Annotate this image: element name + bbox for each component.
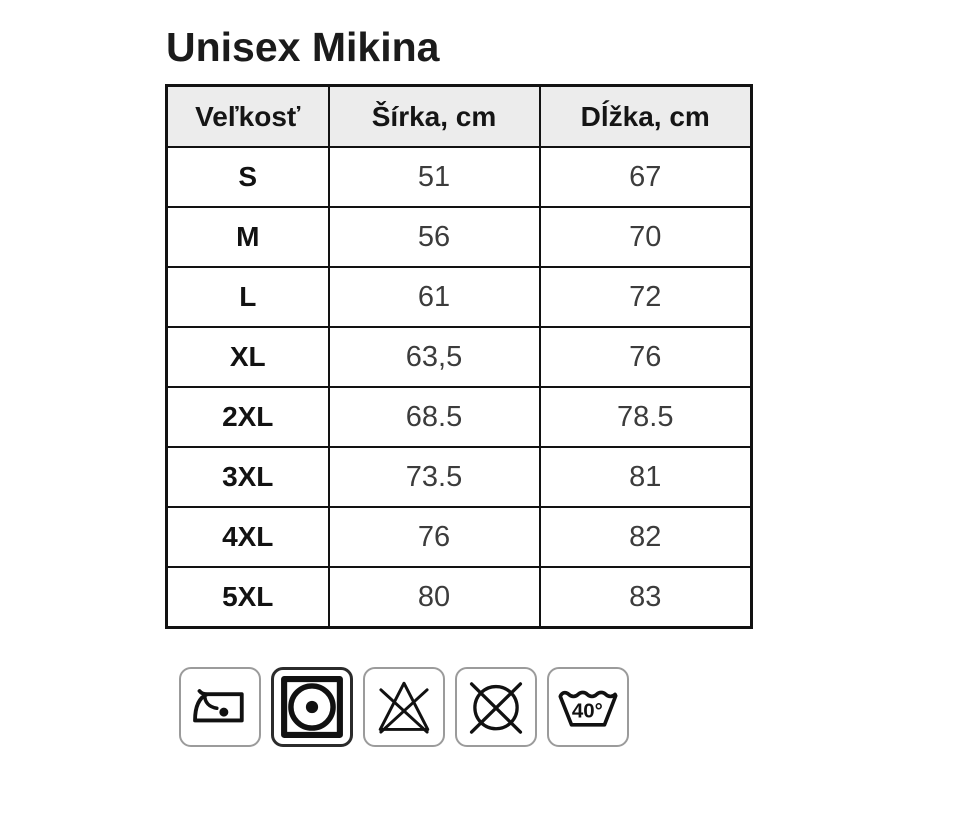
- table-row: 5XL 80 83: [165, 566, 753, 629]
- table-row: M 56 70: [165, 206, 753, 268]
- length-cell: 72: [538, 266, 753, 328]
- table-header-row: Veľkosť Šírka, cm Dĺžka, cm: [165, 84, 753, 148]
- length-cell: 82: [538, 506, 753, 568]
- size-cell: 5XL: [165, 566, 330, 629]
- length-cell: 76: [538, 326, 753, 388]
- tumble-dry-icon: [271, 667, 353, 747]
- width-cell: 68.5: [327, 386, 541, 448]
- table-row: 2XL 68.5 78.5: [165, 386, 753, 448]
- page-title: Unisex Mikina: [166, 24, 440, 70]
- table-row: 3XL 73.5 81: [165, 446, 753, 508]
- wash-temperature-text: 40°: [572, 700, 603, 723]
- length-cell: 67: [538, 146, 753, 208]
- size-cell: M: [165, 206, 330, 268]
- width-cell: 56: [327, 206, 541, 268]
- header-cell-size: Veľkosť: [165, 84, 330, 148]
- size-cell: 3XL: [165, 446, 330, 508]
- width-cell: 73.5: [327, 446, 541, 508]
- width-cell: 80: [327, 566, 541, 629]
- length-cell: 81: [538, 446, 753, 508]
- size-cell: 4XL: [165, 506, 330, 568]
- size-cell: XL: [165, 326, 330, 388]
- length-cell: 78.5: [538, 386, 753, 448]
- width-cell: 61: [327, 266, 541, 328]
- width-cell: 76: [327, 506, 541, 568]
- length-cell: 83: [538, 566, 753, 629]
- size-table: Veľkosť Šírka, cm Dĺžka, cm S 51 67 M 56…: [165, 84, 753, 629]
- table-row: L 61 72: [165, 266, 753, 328]
- size-cell: S: [165, 146, 330, 208]
- care-icons-row: 40°: [179, 667, 629, 747]
- header-cell-width: Šírka, cm: [327, 84, 541, 148]
- size-cell: L: [165, 266, 330, 328]
- do-not-dry-clean-icon: [455, 667, 537, 747]
- table-row: S 51 67: [165, 146, 753, 208]
- table-row: XL 63,5 76: [165, 326, 753, 388]
- iron-icon: [179, 667, 261, 747]
- do-not-bleach-icon: [363, 667, 445, 747]
- width-cell: 51: [327, 146, 541, 208]
- table-row: 4XL 76 82: [165, 506, 753, 568]
- size-cell: 2XL: [165, 386, 330, 448]
- header-cell-length: Dĺžka, cm: [538, 84, 753, 148]
- length-cell: 70: [538, 206, 753, 268]
- width-cell: 63,5: [327, 326, 541, 388]
- wash-40-icon: 40°: [547, 667, 629, 747]
